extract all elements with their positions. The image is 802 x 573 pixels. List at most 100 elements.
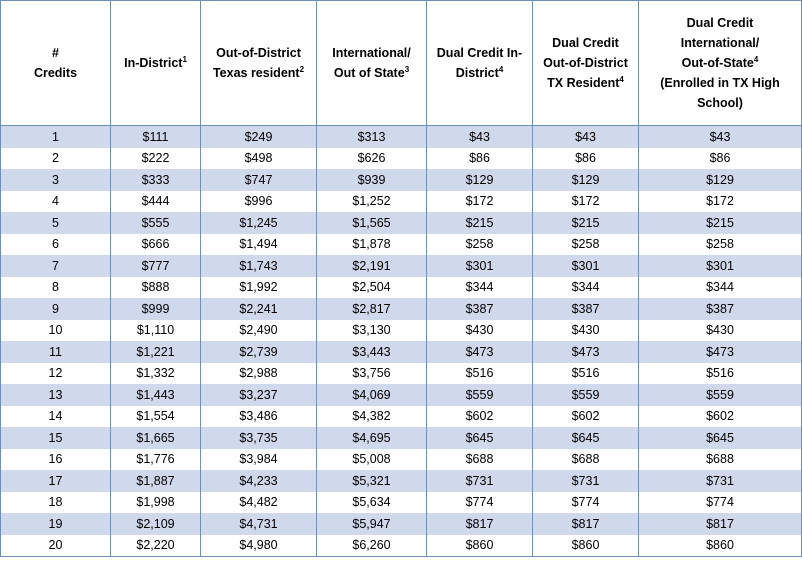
header-text: Dual Credit [686,16,754,30]
dual-out-of-district-cell: $172 [532,190,639,212]
header-line: School) [642,93,798,113]
table-row: 7 $777 $1,743 $2,191 $301 $301 $301 [0,255,802,277]
out-of-district-cell: $3,237 [200,384,317,406]
header-line: In-District1 [114,53,197,73]
dual-in-district-cell: $258 [426,233,533,255]
in-district-cell: $1,998 [110,491,201,513]
header-out-of-district: Out-of-District Texas resident2 [200,0,317,126]
header-text: International/ [332,46,411,60]
dual-in-district-cell: $731 [426,470,533,492]
international-cell: $313 [316,125,427,148]
in-district-cell: $111 [110,125,201,148]
header-text: Dual Credit In- [436,46,523,60]
header-text: Credits [33,66,78,80]
table-row: 18 $1,998 $4,482 $5,634 $774 $774 $774 [0,491,802,513]
table-row: 6 $666 $1,494 $1,878 $258 $258 $258 [0,233,802,255]
in-district-cell: $1,776 [110,448,201,470]
out-of-district-cell: $2,988 [200,362,317,384]
in-district-cell: $1,887 [110,470,201,492]
credits-cell: 3 [0,169,111,191]
credits-cell: 15 [0,427,111,449]
dual-out-of-district-cell: $817 [532,513,639,535]
dual-in-district-cell: $516 [426,362,533,384]
header-line: Out-of-District [536,53,635,73]
dual-in-district-cell: $43 [426,125,533,148]
out-of-district-cell: $4,482 [200,491,317,513]
dual-out-of-district-cell: $516 [532,362,639,384]
credits-cell: 11 [0,341,111,363]
credits-cell: 1 [0,125,111,148]
dual-out-of-district-cell: $602 [532,405,639,427]
dual-in-district-cell: $387 [426,298,533,320]
header-text: District [455,66,499,80]
international-cell: $3,756 [316,362,427,384]
header-text: School) [697,96,743,110]
footnote-marker: 4 [498,64,504,74]
out-of-district-cell: $3,486 [200,405,317,427]
out-of-district-cell: $249 [200,125,317,148]
international-cell: $5,321 [316,470,427,492]
credits-cell: 18 [0,491,111,513]
dual-in-district-cell: $301 [426,255,533,277]
in-district-cell: $1,554 [110,405,201,427]
in-district-cell: $1,110 [110,319,201,341]
dual-in-district-cell: $688 [426,448,533,470]
dual-international-cell: $301 [638,255,802,277]
dual-in-district-cell: $602 [426,405,533,427]
header-credits: # Credits [0,0,111,126]
international-cell: $626 [316,147,427,169]
header-line: (Enrolled in TX High [642,73,798,93]
dual-international-cell: $688 [638,448,802,470]
header-dual-credit-international: Dual Credit International/Out-of-State4 (E… [638,0,802,126]
dual-in-district-cell: $430 [426,319,533,341]
credits-cell: 12 [0,362,111,384]
in-district-cell: $1,332 [110,362,201,384]
dual-international-cell: $43 [638,125,802,148]
international-cell: $2,191 [316,255,427,277]
header-text: Dual Credit [552,36,619,50]
in-district-cell: $999 [110,298,201,320]
header-text: TX Resident [547,76,620,90]
in-district-cell: $666 [110,233,201,255]
dual-international-cell: $774 [638,491,802,513]
dual-in-district-cell: $172 [426,190,533,212]
table-row: 3 $333 $747 $939 $129 $129 $129 [0,169,802,191]
header-dual-credit-out-of-district: Dual Credit Out-of-District TX Resident4 [532,0,639,126]
credits-cell: 17 [0,470,111,492]
out-of-district-cell: $4,980 [200,534,317,557]
dual-in-district-cell: $344 [426,276,533,298]
dual-international-cell: $344 [638,276,802,298]
in-district-cell: $2,220 [110,534,201,557]
table-row: 13 $1,443 $3,237 $4,069 $559 $559 $559 [0,384,802,406]
in-district-cell: $888 [110,276,201,298]
header-line: District4 [430,63,529,83]
out-of-district-cell: $2,241 [200,298,317,320]
dual-out-of-district-cell: $645 [532,427,639,449]
table-row: 17 $1,887 $4,233 $5,321 $731 $731 $731 [0,470,802,492]
out-of-district-cell: $1,743 [200,255,317,277]
dual-international-cell: $473 [638,341,802,363]
international-cell: $5,008 [316,448,427,470]
out-of-district-cell: $3,735 [200,427,317,449]
header-line: Dual Credit [536,33,635,53]
dual-out-of-district-cell: $774 [532,491,639,513]
dual-out-of-district-cell: $387 [532,298,639,320]
table-row: 2 $222 $498 $626 $86 $86 $86 [0,147,802,169]
footnote-marker: 2 [299,64,305,74]
credits-cell: 2 [0,147,111,169]
in-district-cell: $1,443 [110,384,201,406]
dual-international-cell: $731 [638,470,802,492]
credits-cell: 19 [0,513,111,535]
credits-cell: 16 [0,448,111,470]
in-district-cell: $444 [110,190,201,212]
header-line: Texas resident2 [204,63,313,83]
header-text: Out-of-State [681,56,754,70]
header-line: Out of State3 [320,63,423,83]
table-row: 16 $1,776 $3,984 $5,008 $688 $688 $688 [0,448,802,470]
tuition-table: # Credits In-District1 Out-of-District Texas… [0,0,802,557]
credits-cell: 9 [0,298,111,320]
international-cell: $5,947 [316,513,427,535]
in-district-cell: $555 [110,212,201,234]
in-district-cell: $1,665 [110,427,201,449]
credits-cell: 7 [0,255,111,277]
